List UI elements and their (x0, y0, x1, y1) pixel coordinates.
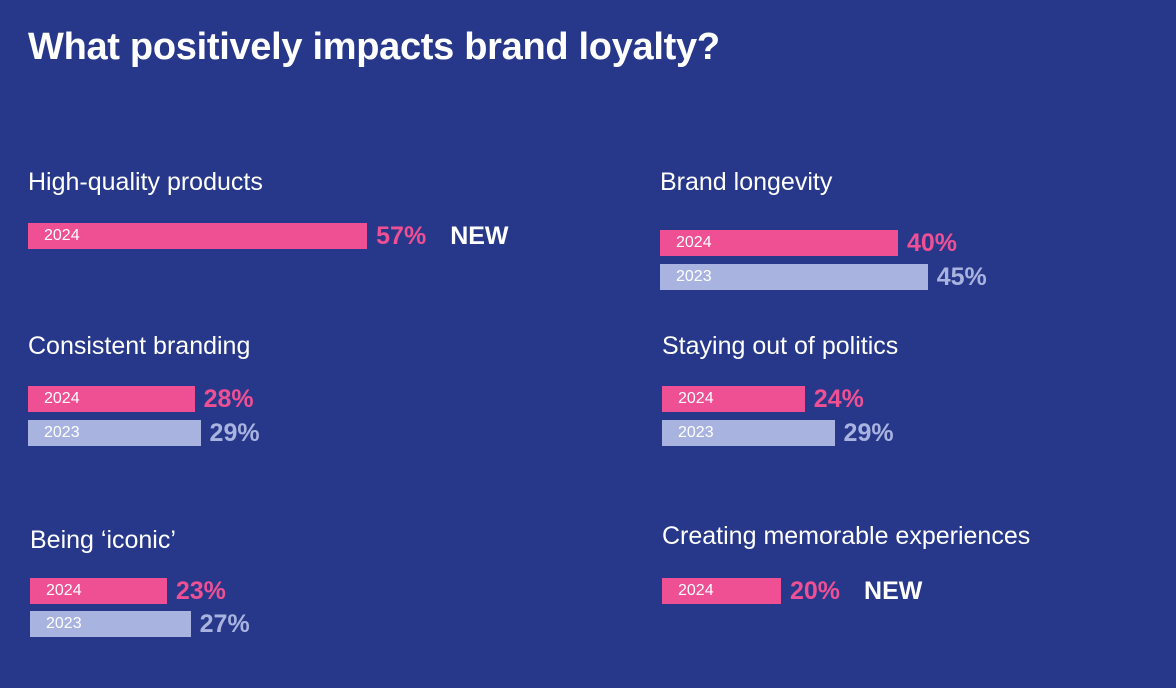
data-label: 28% (203, 384, 254, 413)
bar-row: 2023 45% (660, 262, 987, 291)
bar-2024: 2024 (660, 230, 898, 256)
bar-2023: 2023 (662, 420, 835, 446)
data-label: 57% (376, 221, 427, 250)
new-badge: NEW (864, 576, 923, 605)
bar-row: 2024 24% (662, 384, 864, 413)
category-label: Being ‘iconic’ (30, 526, 176, 554)
data-label: 40% (907, 228, 958, 257)
bar-2024: 2024 (662, 386, 805, 412)
bar-row: 2023 29% (28, 418, 260, 447)
chart-title: What positively impacts brand loyalty? (28, 26, 720, 68)
new-badge: NEW (450, 221, 509, 250)
data-label: 45% (936, 262, 987, 291)
data-label: 24% (813, 384, 864, 413)
bar-2024: 2024 (28, 386, 195, 412)
bar-row: 2024 23% (30, 576, 226, 605)
bar-2024: 2024 (28, 223, 368, 249)
bar-row: 2023 29% (662, 418, 894, 447)
data-label: 27% (199, 609, 250, 638)
data-label: 20% (790, 576, 841, 605)
bar-2023: 2023 (660, 264, 928, 290)
category-label: Consistent branding (28, 332, 251, 360)
bar-row: 2023 27% (30, 609, 250, 638)
category-label: High-quality products (28, 168, 263, 196)
bar-2024: 2024 (662, 578, 781, 604)
category-label: Brand longevity (660, 168, 833, 196)
data-label: 23% (175, 576, 226, 605)
category-label: Creating memorable experiences (662, 522, 1031, 550)
category-label: Staying out of politics (662, 332, 899, 360)
bar-row: 2024 40% (660, 228, 958, 257)
data-label: 29% (209, 418, 260, 447)
bar-2023: 2023 (28, 420, 201, 446)
bar-row: 2024 28% (28, 384, 254, 413)
data-label: 29% (843, 418, 894, 447)
bar-row: 2024 20% NEW (662, 576, 923, 605)
bar-2024: 2024 (30, 578, 167, 604)
bar-row: 2024 57% NEW (28, 221, 509, 250)
bar-2023: 2023 (30, 611, 191, 637)
